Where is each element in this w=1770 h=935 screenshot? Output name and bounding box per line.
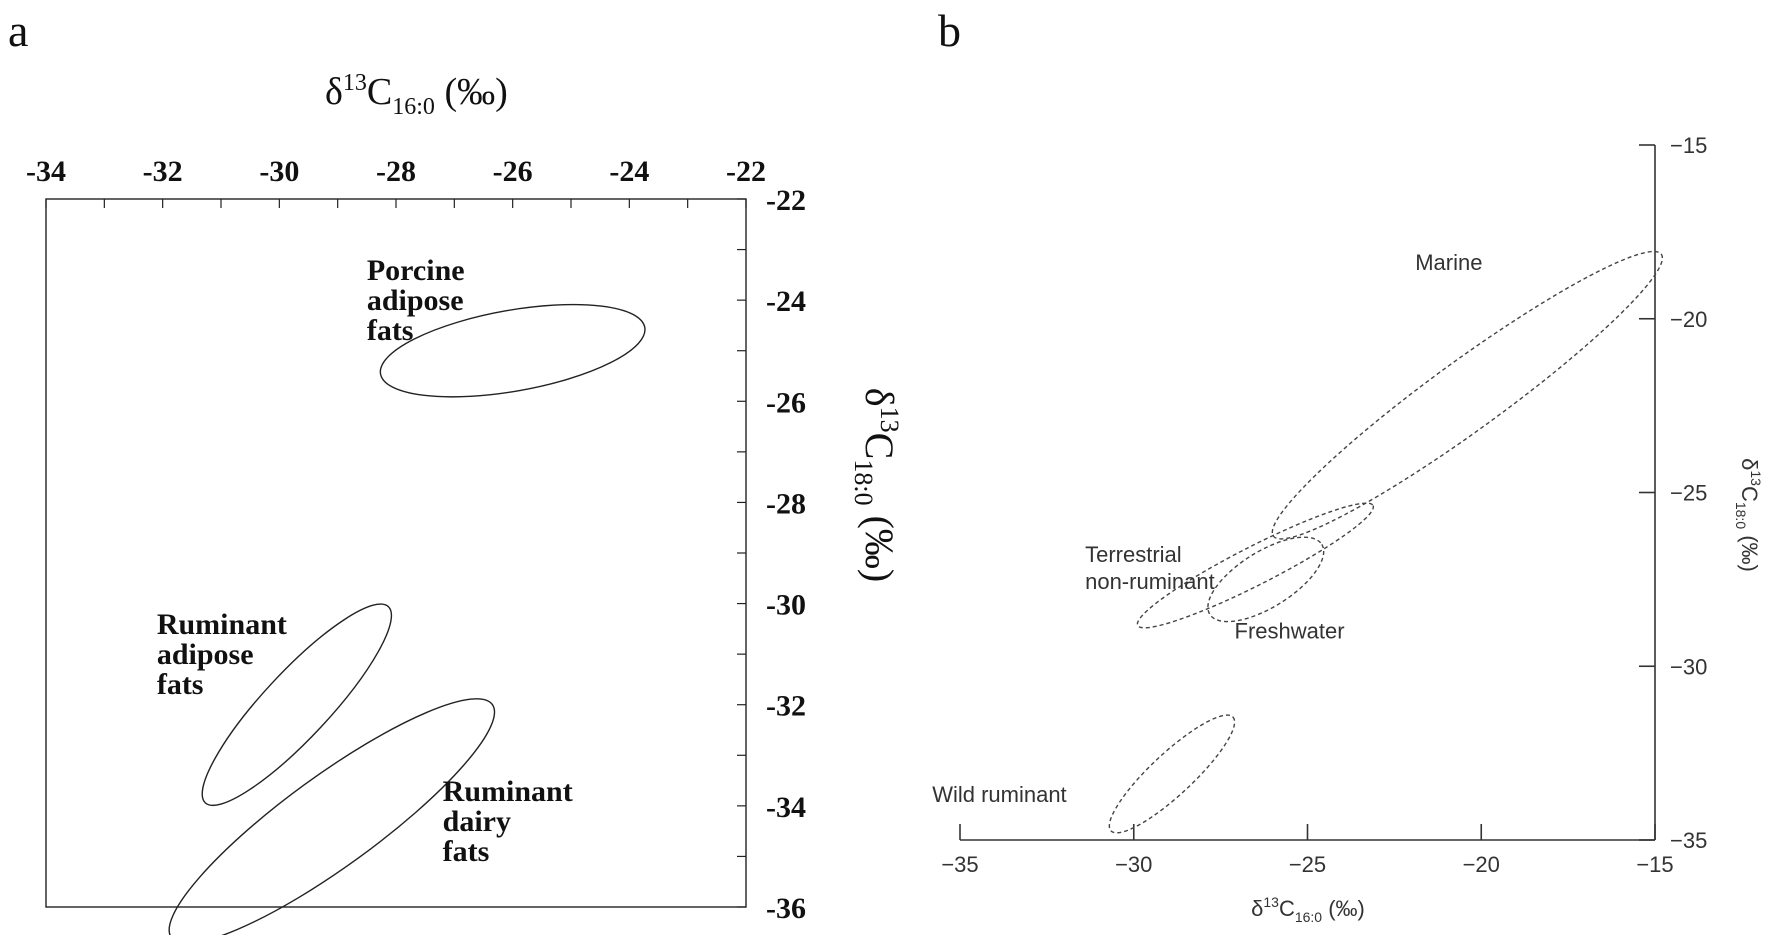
panel-b-y-axis-title: δ13C18:0 (‰) — [1733, 458, 1764, 572]
x-tick-label: −25 — [1289, 852, 1326, 877]
panel-a-x-ticks: -34 -32 -30 -28 -26 -24 -22 — [26, 155, 766, 208]
y-tick-label: -32 — [766, 690, 806, 723]
region-label: Wild ruminant — [932, 782, 1066, 807]
x-tick-label: -34 — [26, 155, 66, 188]
x-tick-label: −20 — [1463, 852, 1500, 877]
y-tick-label: -22 — [766, 184, 806, 217]
panel-b-label: b — [938, 5, 961, 56]
y-tick-label: −35 — [1670, 828, 1707, 853]
panel-b-x-axis-title: δ13C16:0 (‰) — [1251, 894, 1365, 925]
panel-a-y-ticks: -22 -24 -26 -28 -30 -32 -34 -36 — [737, 184, 806, 925]
y-tick-label: −30 — [1670, 654, 1707, 679]
y-tick-label: -34 — [766, 791, 806, 824]
region-label: Freshwater — [1235, 618, 1345, 643]
y-tick-label: -30 — [766, 589, 806, 622]
y-tick-label: -26 — [766, 386, 806, 419]
x-tick-label: -32 — [143, 155, 183, 188]
x-tick-label: -28 — [376, 155, 416, 188]
x-tick-label: −30 — [1115, 852, 1152, 877]
panel-b-regions: Marine Terrestrial non-ruminant Freshwater W… — [932, 250, 1664, 834]
region-label: Ruminant dairy fats — [443, 775, 573, 868]
region-label: Porcine adipose fats — [367, 254, 465, 347]
x-tick-label: -22 — [726, 155, 766, 188]
panel-a-label: a — [8, 5, 28, 56]
y-tick-label: -24 — [766, 285, 806, 318]
region-label: Ruminant adipose fats — [157, 608, 287, 701]
region-ellipse — [168, 698, 496, 935]
region-ellipse — [1136, 502, 1375, 629]
x-tick-label: −15 — [1636, 852, 1673, 877]
panel-b-x-ticks: −35 −30 −25 −20 −15 — [941, 824, 1674, 877]
panel-b-y-ticks: −15 −20 −25 −30 −35 — [1639, 133, 1707, 853]
region-ellipse — [201, 603, 393, 807]
y-tick-label: -36 — [766, 892, 806, 925]
x-tick-label: -24 — [609, 155, 649, 188]
x-tick-label: -26 — [493, 155, 533, 188]
panel-a-regions: Porcine adipose fats Ruminant adipose fats Rum… — [157, 254, 646, 935]
region-label: Marine — [1415, 250, 1482, 275]
y-tick-label: −15 — [1670, 133, 1707, 158]
region-ellipse — [1108, 714, 1236, 834]
y-tick-label: -28 — [766, 487, 806, 520]
region-ellipse — [1271, 250, 1664, 540]
y-tick-label: −25 — [1670, 481, 1707, 506]
panel-a: a δ13C16:0 (‰) -34 -32 -30 -28 -26 -24 -22 -22… — [8, 5, 904, 935]
x-tick-label: -30 — [259, 155, 299, 188]
y-tick-label: −20 — [1670, 307, 1707, 332]
region-label: Terrestrial non-ruminant — [1085, 542, 1215, 594]
panel-a-x-axis-title: δ13C16:0 (‰) — [325, 70, 508, 120]
region-ellipse — [379, 303, 646, 398]
x-tick-label: −35 — [941, 852, 978, 877]
panel-b: b −35 −30 −25 −20 −15 −15 −20 −25 −30 −35 Marine… — [932, 5, 1764, 925]
panel-a-y-axis-title: δ13C18:0 (‰) — [849, 388, 904, 582]
